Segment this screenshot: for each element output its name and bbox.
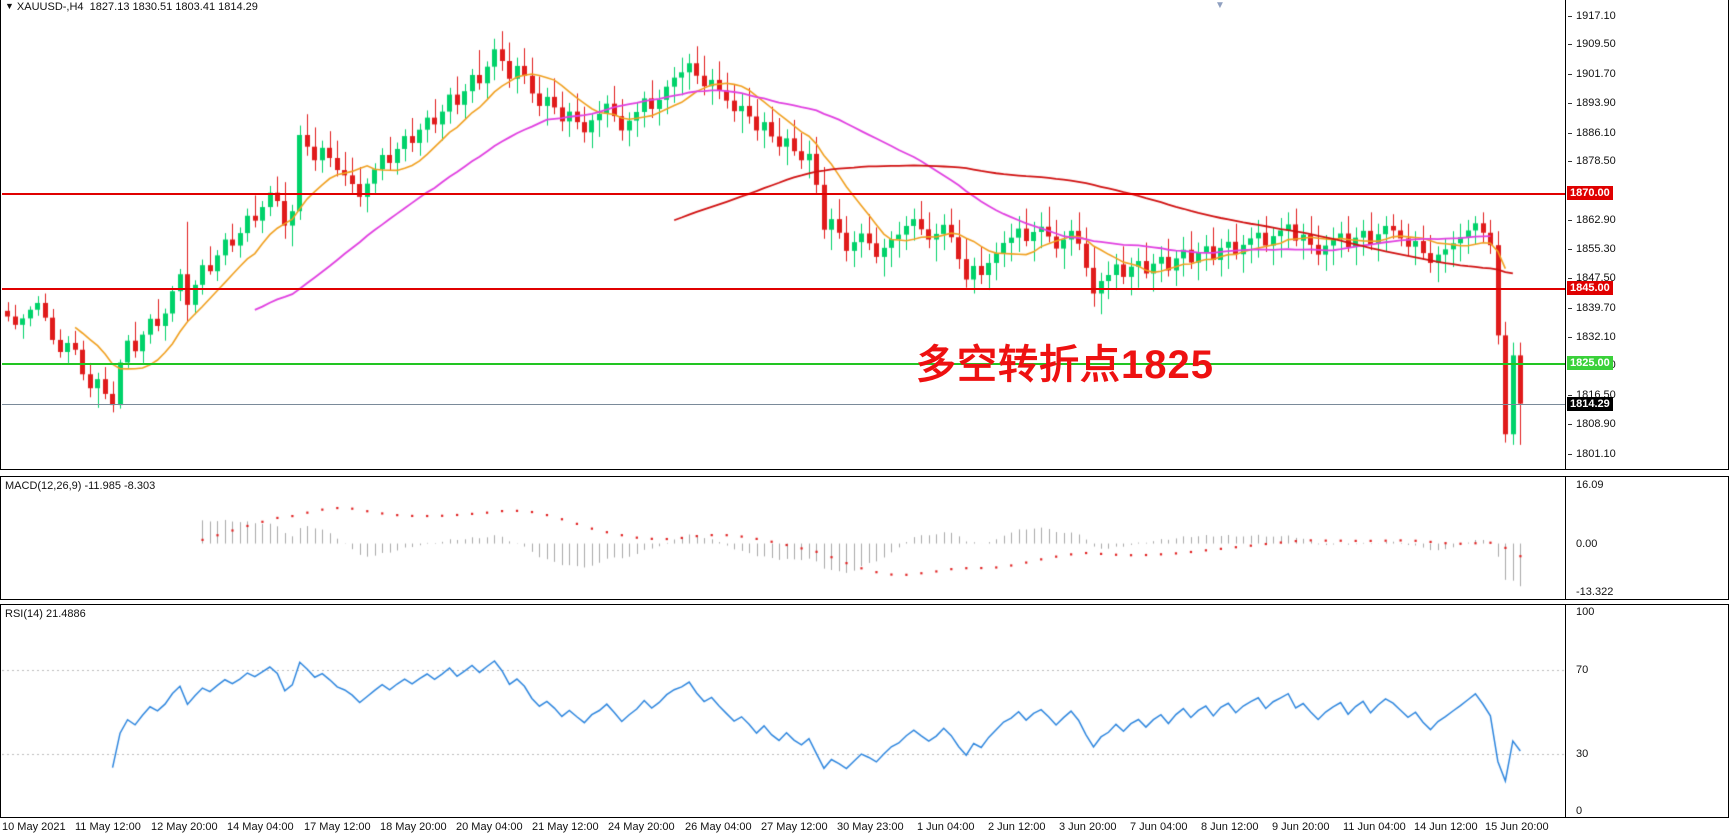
time-axis-label: 14 Jun 12:00 xyxy=(1414,821,1478,833)
price-tick: 1839.70 xyxy=(1568,301,1616,314)
time-axis-label: 27 May 12:00 xyxy=(761,821,828,833)
time-axis-label: 30 May 23:00 xyxy=(837,821,904,833)
collapse-caret-icon[interactable]: ▼ xyxy=(5,1,14,11)
price-tick: 1801.10 xyxy=(1568,447,1616,460)
time-axis-label: 21 May 12:00 xyxy=(532,821,599,833)
rsi-indicator-panel[interactable]: 100 70 30 0 RSI(14) 21.4886 xyxy=(0,604,1729,818)
time-axis-label: 10 May 2021 xyxy=(2,821,66,833)
macd-tick: -13.322 xyxy=(1576,586,1614,599)
top-cursor-marker-icon: ▼ xyxy=(1215,0,1225,11)
time-axis-label: 11 May 12:00 xyxy=(75,821,141,833)
price-tag-support-1825: 1825.00 xyxy=(1567,356,1613,371)
price-tick: 1808.90 xyxy=(1568,418,1616,431)
time-axis-label: 11 Jun 04:00 xyxy=(1343,821,1406,833)
macd-canvas xyxy=(2,478,1565,598)
time-axis-label: 17 May 12:00 xyxy=(304,821,371,833)
time-axis-label: 15 Jun 20:00 xyxy=(1485,821,1549,833)
time-axis-label: 20 May 04:00 xyxy=(456,821,523,833)
price-tick: 1886.10 xyxy=(1568,126,1616,139)
level-line-resistance-1845[interactable] xyxy=(2,287,1565,290)
rsi-plot-area[interactable] xyxy=(2,606,1565,816)
time-axis-label: 2 Jun 12:00 xyxy=(988,821,1046,833)
price-tick: 1917.10 xyxy=(1568,9,1616,22)
rsi-canvas xyxy=(2,606,1565,816)
price-tick: 1878.50 xyxy=(1568,155,1616,168)
time-axis-label: 7 Jun 04:00 xyxy=(1130,821,1188,833)
time-axis-label: 14 May 04:00 xyxy=(227,821,294,833)
macd-axis-scale: 16.09 0.00 -13.322 xyxy=(1565,477,1728,599)
rsi-tick: 70 xyxy=(1576,663,1589,676)
rsi-tick: 100 xyxy=(1576,606,1595,618)
rsi-tick: 30 xyxy=(1576,748,1589,761)
macd-tick: 16.09 xyxy=(1576,478,1604,491)
price-chart-panel[interactable]: 1917.10 1909.50 1901.70 1893.90 1886.10 1878.… xyxy=(0,0,1729,470)
price-tick: 1855.30 xyxy=(1568,242,1616,255)
macd-label: MACD(12,26,9) -11.985 -8.303 xyxy=(5,480,156,492)
price-axis-scale[interactable]: 1917.10 1909.50 1901.70 1893.90 1886.10 1878.… xyxy=(1565,0,1728,469)
time-axis-label: 24 May 20:00 xyxy=(608,821,675,833)
price-tick: 1901.70 xyxy=(1568,67,1616,80)
price-candles-canvas xyxy=(2,1,1565,468)
price-tag-resistance-1870: 1870.00 xyxy=(1567,186,1613,201)
ohlc-values: 1827.13 1830.51 1803.41 1814.29 xyxy=(89,1,258,13)
level-line-bid-1814[interactable] xyxy=(2,403,1565,405)
macd-tick: 0.00 xyxy=(1576,537,1598,550)
time-axis-label: 8 Jun 12:00 xyxy=(1201,821,1259,833)
level-line-support-1825[interactable] xyxy=(2,363,1565,366)
time-axis-label: 18 May 20:00 xyxy=(380,821,447,833)
price-tick: 1909.50 xyxy=(1568,38,1616,51)
time-axis-label: 26 May 04:00 xyxy=(685,821,752,833)
rsi-tick: 0 xyxy=(1576,805,1583,817)
price-plot-area[interactable] xyxy=(2,1,1565,468)
time-axis-label: 1 Jun 04:00 xyxy=(917,821,975,833)
level-line-resistance-1870[interactable] xyxy=(2,193,1565,196)
rsi-axis-scale: 100 70 30 0 xyxy=(1565,605,1728,817)
symbol-timeframe-label: XAUUSD-,H4 xyxy=(16,1,84,13)
price-tick: 1893.90 xyxy=(1568,97,1616,110)
price-tick: 1832.10 xyxy=(1568,330,1616,343)
price-tag-bid-1814: 1814.29 xyxy=(1567,396,1613,411)
macd-indicator-panel[interactable]: 16.09 0.00 -13.322 MACD(12,26,9) -11.985 -… xyxy=(0,476,1729,600)
price-tag-resistance-1845: 1845.00 xyxy=(1567,280,1613,295)
macd-plot-area[interactable] xyxy=(2,478,1565,598)
time-axis-label: 12 May 20:00 xyxy=(151,821,218,833)
time-axis-label: 9 Jun 20:00 xyxy=(1272,821,1330,833)
price-annotation-text: 多空转折点1825 xyxy=(916,343,1214,387)
price-tick: 1862.90 xyxy=(1568,214,1616,227)
time-axis[interactable]: 10 May 2021 11 May 12:00 12 May 20:00 14 Ma… xyxy=(0,819,1729,839)
time-axis-label: 3 Jun 20:00 xyxy=(1059,821,1117,833)
chart-header: ▼ XAUUSD-,H4 1827.13 1830.51 1803.41 1814… xyxy=(5,1,258,13)
rsi-label: RSI(14) 21.4886 xyxy=(5,608,86,620)
